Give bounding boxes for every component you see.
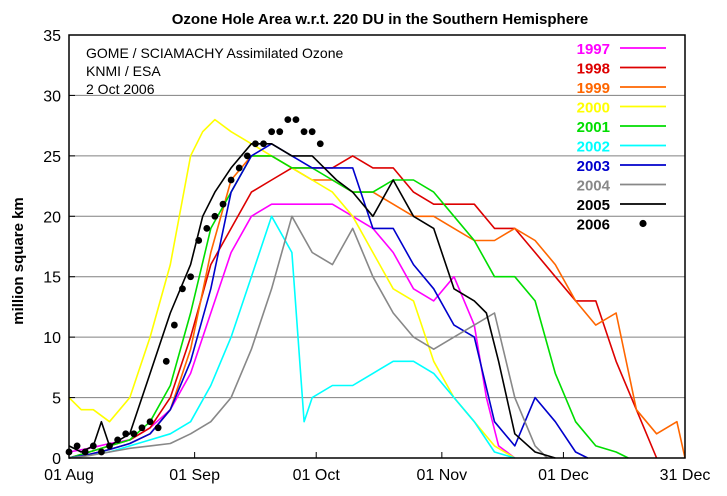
point-2006: [73, 442, 81, 450]
x-tick-label: 01 Sep: [169, 467, 220, 484]
legend-label: 2005: [577, 197, 610, 214]
point-2006: [170, 321, 178, 329]
legend-item-1999: 1999: [577, 80, 666, 97]
point-2006: [252, 140, 259, 148]
point-2006: [260, 140, 267, 148]
y-tick-label: 25: [43, 149, 61, 166]
point-2006: [154, 424, 162, 432]
point-2006: [316, 140, 324, 148]
legend-label: 2001: [577, 119, 610, 136]
legend-label: 1998: [577, 61, 610, 78]
point-2006: [122, 430, 130, 438]
series-2004-line: [68, 215, 548, 459]
y-tick-label: 5: [52, 391, 61, 408]
legend-label: 2002: [577, 139, 610, 156]
point-2006: [235, 164, 243, 172]
legend-marker: [639, 219, 647, 228]
series-2001-line: [68, 155, 629, 459]
legend-label: 2006: [577, 217, 610, 234]
plot-frame: [68, 34, 686, 459]
legend-item-2003: 2003: [577, 158, 666, 175]
x-tick-label: 31 Dec: [660, 467, 711, 484]
point-2006: [114, 436, 122, 444]
annotations: GOME / SCIAMACHY Assimilated Ozone KNMI /…: [86, 45, 343, 97]
y-tick-label: 0: [52, 451, 61, 468]
legend-label: 1999: [577, 80, 610, 97]
point-2006: [98, 448, 105, 456]
point-2006: [308, 128, 316, 136]
point-2006: [89, 442, 97, 450]
point-2006: [276, 128, 284, 136]
y-tick-label: 15: [43, 270, 61, 287]
y-tick-label: 35: [43, 28, 61, 45]
point-2006: [179, 285, 186, 293]
series-layer: [65, 116, 686, 459]
y-axis-label: million square km: [10, 197, 27, 325]
legend-item-2006: 2006: [577, 217, 647, 234]
point-2006: [219, 200, 227, 208]
axis-ticks: 0 5 10 15 20 25 30 35 01 Aug 01 Sep 01 Oct 01 Nov 01…: [43, 28, 710, 484]
legend-label: 1997: [577, 41, 610, 58]
point-2006: [195, 237, 203, 244]
point-2006: [284, 116, 292, 123]
legend-label: 2000: [577, 100, 610, 117]
series-2002-line: [68, 215, 516, 459]
point-2006: [138, 424, 146, 432]
legend-item-2000: 2000: [577, 100, 666, 117]
point-2006: [211, 212, 219, 220]
legend-item-2004: 2004: [577, 178, 666, 195]
y-tick-label: 30: [43, 88, 61, 105]
annotation-text: 2 Oct 2006: [86, 81, 155, 97]
series-2005-line: [68, 143, 556, 459]
x-tick-label: 01 Dec: [538, 467, 589, 484]
legend: 1997 1998 1999 2000 2001 2002 2003 2004 2005 2006: [577, 41, 666, 234]
point-2006: [146, 418, 154, 426]
chart-title: Ozone Hole Area w.r.t. 220 DU in the Sou…: [172, 11, 588, 28]
y-tick-label: 10: [43, 330, 61, 347]
x-tick-label: 01 Aug: [44, 467, 94, 484]
legend-item-2002: 2002: [577, 139, 666, 156]
point-2006: [106, 442, 113, 450]
legend-label: 2004: [577, 178, 611, 195]
point-2006: [268, 128, 276, 136]
series-1997-line: [68, 203, 516, 459]
point-2006: [187, 273, 194, 281]
legend-item-2005: 2005: [577, 197, 666, 214]
annotation-text: GOME / SCIAMACHY Assimilated Ozone: [86, 45, 343, 61]
legend-item-2001: 2001: [577, 119, 666, 136]
point-2006: [227, 176, 235, 184]
series-2006-points: [65, 116, 324, 456]
y-tick-label: 20: [43, 209, 61, 226]
gridlines: [69, 94, 685, 399]
x-tick-label: 01 Oct: [293, 467, 341, 484]
x-tick-label: 01 Nov: [416, 467, 467, 484]
annotation-text: KNMI / ESA: [86, 63, 161, 79]
legend-item-1997: 1997: [577, 41, 666, 58]
legend-label: 2003: [577, 158, 610, 175]
point-2006: [300, 128, 308, 136]
point-2006: [81, 448, 89, 456]
point-2006: [243, 152, 251, 160]
legend-item-1998: 1998: [577, 61, 666, 78]
point-2006: [292, 116, 300, 123]
point-2006: [162, 357, 170, 365]
point-2006: [203, 224, 211, 232]
series-2000-line: [68, 118, 516, 459]
series-1998-line: [68, 155, 658, 459]
point-2006: [130, 430, 138, 438]
